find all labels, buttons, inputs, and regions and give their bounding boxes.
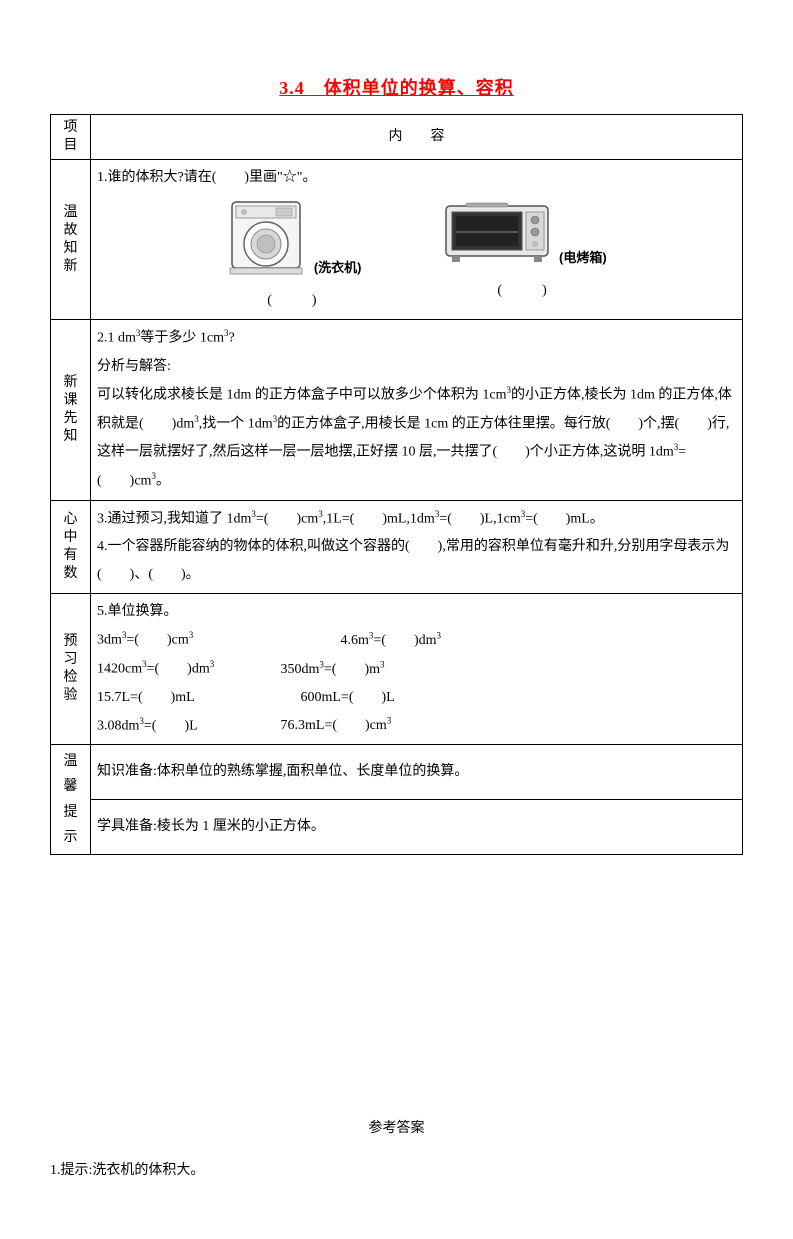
r4-line3: 1420cm3=( )dm3 350dm3=( )m3	[97, 655, 736, 684]
r4-l3a: 1420cm3=( )dm3	[97, 655, 277, 684]
q1-text: 1.谁的体积大?请在( )里画"☆"。	[97, 164, 736, 192]
washer-blank: ( )	[226, 287, 361, 315]
row-tip2-content: 学具准备:棱长为 1 厘米的小正方体。	[91, 800, 743, 855]
page-title: 3.4 体积单位的换算、容积	[50, 70, 743, 106]
r3-line2: 4.一个容器所能容纳的物体的体积,叫做这个容器的( ),常用的容积单位有毫升和升…	[97, 533, 736, 589]
r4-line2: 3dm3=( )cm3 4.6m3=( )dm3	[97, 626, 736, 655]
row-check-label: 预习检验	[51, 594, 91, 745]
r2-line3: 可以转化成求棱长是 1dm 的正方体盒子中可以放多少个体积为 1cm3的小正方体…	[97, 381, 736, 496]
r4-l5b: 76.3mL=( )cm3	[281, 718, 392, 733]
header-col1: 项目	[51, 115, 91, 160]
header-col2b: 容	[431, 129, 445, 144]
row-review: 温故知新 1.谁的体积大?请在( )里画"☆"。	[51, 160, 743, 320]
washer-label: (洗衣机)	[314, 255, 362, 281]
page: 3.4 体积单位的换算、容积 项目 内 容 温故知新 1.谁的体积大?请在( )…	[0, 0, 793, 1239]
row-check: 预习检验 5.单位换算。 3dm3=( )cm3 4.6m3=( )dm3 14…	[51, 594, 743, 745]
row-newlesson-label: 新课先知	[51, 320, 91, 500]
worksheet-table: 项目 内 容 温故知新 1.谁的体积大?请在( )里画"☆"。	[50, 114, 743, 855]
r4-l4b: 600mL=( )L	[301, 690, 395, 705]
row-know-label: 心中有数	[51, 500, 91, 594]
row-know-content: 3.通过预习,我知道了 1dm3=( )cm3,1L=( )mL,1dm3=( …	[91, 500, 743, 594]
r4-line1: 5.单位换算。	[97, 598, 736, 626]
row-newlesson-content: 2.1 dm3等于多少 1cm3? 分析与解答: 可以转化成求棱长是 1dm 的…	[91, 320, 743, 500]
r4-l3b: 350dm3=( )m3	[281, 662, 385, 677]
answer-1: 1.提示:洗衣机的体积大。	[50, 1157, 743, 1185]
r4-l5a: 3.08dm3=( )L	[97, 712, 277, 741]
r4-l4a: 15.7L=( )mL	[97, 684, 297, 712]
row-know: 心中有数 3.通过预习,我知道了 1dm3=( )cm3,1L=( )mL,1d…	[51, 500, 743, 594]
oven-icon	[442, 198, 552, 277]
washer-box: (洗衣机) ( )	[226, 198, 361, 315]
row-tip1: 温馨提示 知识准备:体积单位的熟练掌握,面积单位、长度单位的换算。	[51, 745, 743, 800]
row-tip-label: 温馨提示	[51, 745, 91, 855]
row-review-label: 温故知新	[51, 160, 91, 320]
r4-line4: 15.7L=( )mL 600mL=( )L	[97, 684, 736, 712]
r4-line5: 3.08dm3=( )L 76.3mL=( )cm3	[97, 712, 736, 741]
header-col2: 内 容	[91, 115, 743, 160]
row-check-content: 5.单位换算。 3dm3=( )cm3 4.6m3=( )dm3 1420cm3…	[91, 594, 743, 745]
row-tip2: 学具准备:棱长为 1 厘米的小正方体。	[51, 800, 743, 855]
row-newlesson: 新课先知 2.1 dm3等于多少 1cm3? 分析与解答: 可以转化成求棱长是 …	[51, 320, 743, 500]
washer-icon	[226, 198, 306, 287]
oven-blank: ( )	[442, 277, 607, 305]
answers-title: 参考答案	[50, 1115, 743, 1143]
table-header-row: 项目 内 容	[51, 115, 743, 160]
r2-line1: 2.1 dm3等于多少 1cm3?	[97, 324, 736, 353]
oven-label: (电烤箱)	[559, 245, 607, 271]
oven-box: (电烤箱) ( )	[442, 198, 607, 315]
appliance-row: (洗衣机) ( )	[97, 198, 736, 315]
header-col2a: 内	[389, 129, 403, 144]
row-tip1-content: 知识准备:体积单位的熟练掌握,面积单位、长度单位的换算。	[91, 745, 743, 800]
row-review-content: 1.谁的体积大?请在( )里画"☆"。	[91, 160, 743, 320]
r4-l2b: 4.6m3=( )dm3	[341, 633, 442, 648]
answers-section: 参考答案 1.提示:洗衣机的体积大。	[50, 1115, 743, 1185]
r2-line2: 分析与解答:	[97, 353, 736, 381]
r4-l2a: 3dm3=( )cm3	[97, 626, 337, 655]
r3-line1: 3.通过预习,我知道了 1dm3=( )cm3,1L=( )mL,1dm3=( …	[97, 505, 736, 534]
